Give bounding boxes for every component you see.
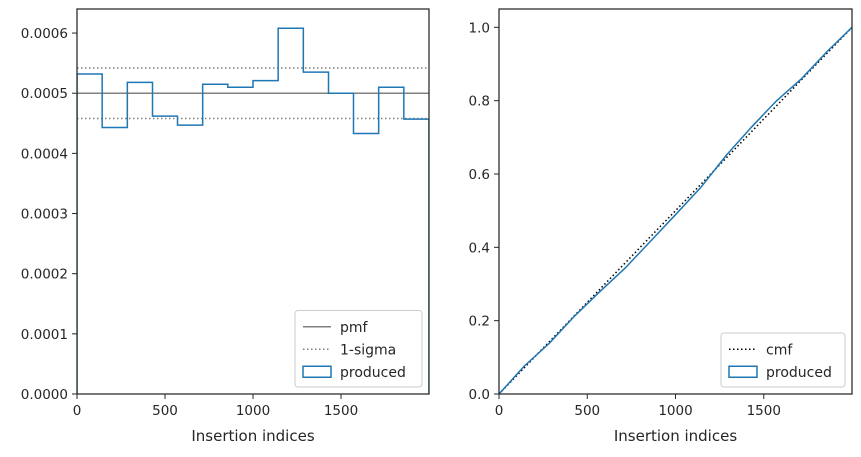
y-tick-label: 0.0001: [21, 327, 68, 343]
y-tick-label: 0.2: [469, 314, 490, 330]
y-tick-label: 0.6: [469, 167, 490, 183]
y-tick-label: 0.4: [469, 240, 490, 256]
legend-pmf-label: pmf: [340, 320, 369, 336]
legend-produced-label: produced: [766, 365, 832, 381]
x-tick-label: 1000: [236, 403, 270, 419]
legend-cmf-label: cmf: [766, 342, 793, 358]
y-tick-label: 0.0005: [21, 86, 68, 102]
x-axis-label: Insertion indices: [191, 427, 314, 445]
x-tick-label: 1500: [324, 403, 358, 419]
legend-produced-swatch: [302, 365, 332, 378]
y-tick-label: 0.8: [469, 94, 490, 110]
x-tick-label: 0: [495, 403, 504, 419]
y-tick-label: 0.0006: [21, 26, 68, 42]
y-tick-label: 0.0000: [21, 387, 68, 403]
legend-box: [720, 332, 846, 388]
y-tick-label: 0.0002: [21, 267, 68, 283]
produced-histogram: [77, 27, 429, 394]
cmf-line: [499, 26, 852, 394]
x-tick-label: 0: [73, 403, 82, 419]
x-tick-label: 500: [152, 403, 178, 419]
y-tick-label: 0.0: [469, 387, 490, 403]
y-tick-label: 0.0003: [21, 207, 68, 223]
x-axis-label: Insertion indices: [614, 427, 737, 445]
legend-1-sigma-label: 1-sigma: [340, 342, 396, 358]
legend-produced-label: produced: [340, 365, 406, 381]
x-tick-label: 1500: [747, 403, 781, 419]
y-tick-label: 1.0: [469, 20, 490, 36]
legend-produced-swatch: [728, 365, 758, 378]
produced-line: [499, 26, 852, 394]
x-tick-label: 500: [574, 403, 600, 419]
x-tick-label: 1000: [658, 403, 692, 419]
y-tick-label: 0.0004: [21, 146, 68, 162]
legend-box: [294, 310, 423, 388]
